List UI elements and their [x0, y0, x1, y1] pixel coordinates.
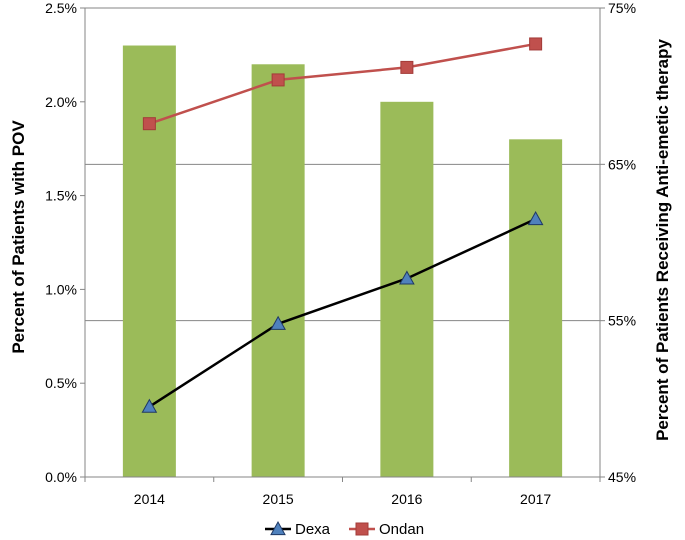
y-right-tick-label: 45%	[608, 469, 636, 485]
y-left-tick-label: 2.0%	[45, 94, 77, 110]
legend-marker-dexa	[270, 520, 286, 536]
marker-ondan-2016	[400, 60, 414, 74]
y-left-tick-label: 1.5%	[45, 188, 77, 204]
markers	[141, 37, 544, 413]
legend-marker-ondan	[355, 522, 369, 536]
series-line-ondan	[148, 42, 536, 125]
x-tick-label-2017: 2017	[520, 491, 551, 507]
y-left-tick-label: 1.0%	[45, 281, 77, 297]
axes	[80, 7, 605, 482]
series-line-dexa	[148, 217, 537, 408]
y-left-tick-label: 0.5%	[45, 375, 77, 391]
bar-2015	[251, 64, 305, 477]
y-right-tick-label: 75%	[608, 0, 636, 16]
y-left-axis-title: Percent of Patients with POV	[9, 120, 28, 354]
marker-dexa-2017	[527, 211, 544, 226]
marker-dexa-2016	[399, 270, 415, 285]
legend-label-ondan: Ondan	[379, 521, 424, 538]
marker-ondan-2014	[142, 117, 156, 131]
legend-label-dexa: Dexa	[295, 521, 331, 538]
marker-ondan-2017	[529, 37, 543, 51]
tick-labels: 0.0% 0.5% 1.0% 1.5% 2.0% 2.5% 45% 55% 65% 75% 2014…	[45, 0, 636, 507]
x-tick-label-2016: 2016	[391, 491, 422, 507]
y-left-tick-label: 0.0%	[45, 469, 77, 485]
marker-ondan-2015	[271, 73, 285, 87]
x-tick-label-2014: 2014	[134, 491, 165, 507]
bar-2017	[509, 139, 563, 477]
x-tick-label-2015: 2015	[263, 491, 294, 507]
marker-dexa-2014	[141, 398, 158, 413]
lines	[148, 42, 537, 408]
legend: Dexa Ondan	[265, 520, 424, 538]
y-left-tick-label: 2.5%	[45, 0, 77, 16]
marker-dexa-2015	[270, 315, 286, 330]
y-right-axis-title: Percent of Patients Receiving Anti-emeti…	[653, 39, 672, 441]
y-right-tick-label: 55%	[608, 313, 636, 329]
y-right-tick-label: 65%	[608, 156, 636, 172]
bar-2016	[380, 101, 434, 478]
